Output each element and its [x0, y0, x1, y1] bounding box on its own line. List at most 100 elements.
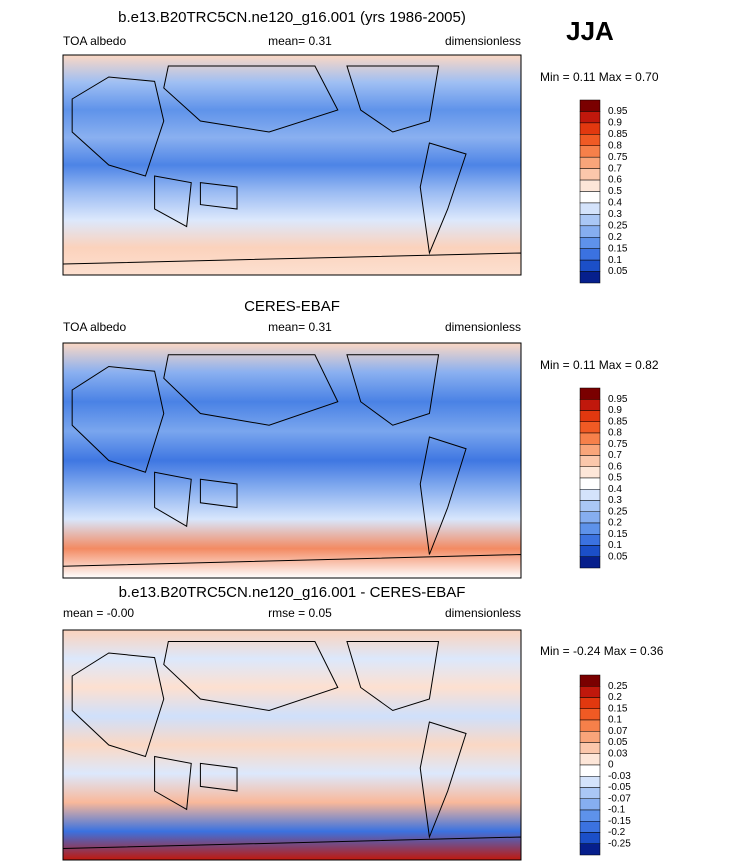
coastline — [62, 836, 522, 861]
colorbar-box — [579, 156, 601, 169]
colorbar-box — [579, 511, 601, 524]
colorbar-label: 0.85 — [608, 129, 628, 140]
colorbar-box — [579, 387, 601, 400]
colorbar-label: 0.6 — [608, 175, 622, 186]
colorbar-label: 0.75 — [608, 152, 628, 163]
colorbar-box — [579, 674, 601, 687]
map-field — [62, 629, 522, 861]
colorbar-label: -0.07 — [608, 793, 631, 804]
colorbar-label: 0.5 — [608, 186, 622, 197]
colorbar-label: 0.8 — [608, 428, 622, 439]
colorbar-label: 0.2 — [608, 692, 622, 703]
min-max-label: Min = 0.11 Max = 0.70 — [540, 70, 659, 84]
colorbar-box — [579, 202, 601, 215]
units-label: dimensionless — [445, 320, 521, 334]
colorbar-label: 0 — [608, 760, 614, 771]
colorbar-label: 0.6 — [608, 461, 622, 472]
colorbar-label: 0.3 — [608, 209, 622, 220]
colorbar-label: 0.3 — [608, 495, 622, 506]
center-label: mean= 0.31 — [268, 320, 332, 334]
coastline — [419, 721, 467, 839]
center-label: rmse = 0.05 — [268, 606, 332, 620]
colorbar-label: 0.95 — [608, 106, 628, 117]
colorbar-box — [579, 248, 601, 261]
coastline — [71, 365, 165, 473]
colorbar-box — [579, 399, 601, 411]
colorbar-label: 0.25 — [608, 681, 628, 692]
colorbar-box — [579, 225, 601, 238]
colorbar-label: 0.15 — [608, 529, 628, 540]
colorbar-box — [579, 111, 601, 124]
colorbar-label: -0.1 — [608, 805, 626, 816]
colorbar-label: 0.1 — [608, 255, 622, 266]
colorbar-label: 0.05 — [608, 551, 628, 562]
colorbar-box — [579, 742, 601, 754]
colorbar-box — [579, 843, 601, 856]
left-label: TOA albedo — [63, 34, 126, 48]
colorbar-box — [579, 168, 601, 181]
colorbar-box — [579, 832, 601, 844]
colorbar-box — [579, 821, 601, 833]
colorbar-box — [579, 134, 601, 146]
colorbar-box — [579, 237, 601, 249]
colorbar-box — [579, 99, 601, 112]
colorbar-box — [579, 708, 601, 721]
colorbar-box — [579, 522, 601, 535]
coastline — [346, 641, 440, 712]
colorbar-box — [579, 719, 601, 732]
colorbar-box — [579, 122, 601, 135]
colorbar-box — [579, 809, 601, 822]
colorbar-box — [579, 455, 601, 467]
colorbar-label: 0.8 — [608, 140, 622, 151]
colorbar-box — [579, 214, 601, 227]
colorbar-label: 0.7 — [608, 450, 622, 461]
coastline — [62, 553, 522, 579]
colorbar-box — [579, 444, 601, 456]
coastline — [154, 755, 192, 811]
colorbar-label: 0.4 — [608, 198, 622, 209]
colorbar-label: 0.2 — [608, 232, 622, 243]
colorbar-label: -0.15 — [608, 816, 631, 827]
colorbar-label: 0.75 — [608, 439, 628, 450]
colorbar-label: -0.05 — [608, 782, 631, 793]
colorbar-box — [579, 697, 601, 709]
colorbar-label: 0.07 — [608, 726, 628, 737]
colorbar-box — [579, 145, 601, 158]
colorbar-label: 0.1 — [608, 715, 622, 726]
colorbar-box — [579, 466, 601, 479]
colorbar-label: 0.03 — [608, 748, 628, 759]
min-max-label: Min = -0.24 Max = 0.36 — [540, 644, 664, 658]
colorbar-label: 0.05 — [608, 737, 628, 748]
center-label: mean= 0.31 — [268, 34, 332, 48]
coastline — [163, 641, 339, 712]
colorbar-label: 0.15 — [608, 243, 628, 254]
units-label: dimensionless — [445, 606, 521, 620]
coastline — [71, 652, 165, 758]
colorbar-label: 0.25 — [608, 220, 628, 231]
coastline — [346, 354, 440, 426]
colorbar-label: 0.5 — [608, 473, 622, 484]
panel-title: b.e13.B20TRC5CN.ne120_g16.001 - CERES-EB… — [119, 584, 466, 601]
map-field — [62, 54, 522, 276]
colorbar-label: 0.2 — [608, 518, 622, 529]
colorbar-box — [579, 432, 601, 445]
colorbar-box — [579, 191, 601, 204]
coastline — [199, 762, 238, 792]
coastline — [199, 478, 238, 509]
coastline — [419, 142, 467, 255]
colorbar-label: 0.05 — [608, 266, 628, 277]
colorbar-box — [579, 686, 601, 698]
coastline — [346, 65, 440, 133]
colorbar-box — [579, 410, 601, 422]
season-label: JJA — [566, 16, 614, 46]
colorbar-label: -0.03 — [608, 771, 631, 782]
colorbar-label: 0.9 — [608, 405, 622, 416]
colorbar-box — [579, 500, 601, 512]
map-field — [62, 342, 522, 579]
coastline — [163, 65, 339, 133]
units-label: dimensionless — [445, 34, 521, 48]
coastline — [71, 76, 165, 177]
coastline — [62, 252, 522, 276]
colorbar-label: 0.1 — [608, 540, 622, 551]
colorbar-box — [579, 776, 601, 788]
